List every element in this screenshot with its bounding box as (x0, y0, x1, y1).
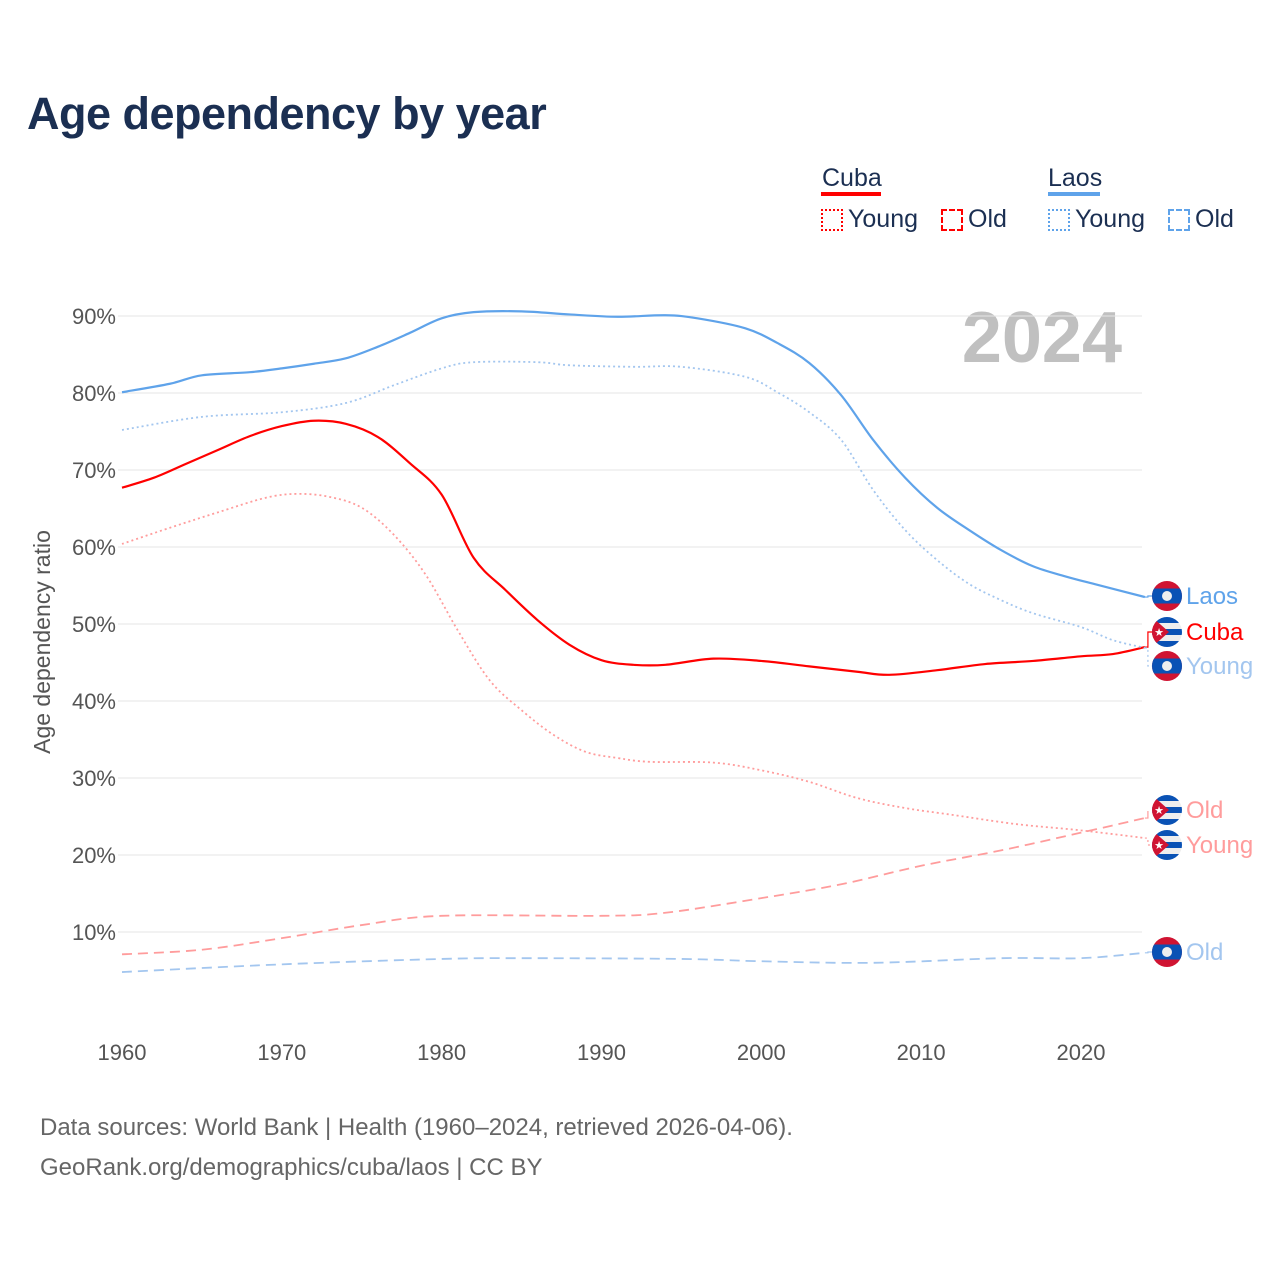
connector-laos-old (1144, 951, 1152, 954)
legend-cuba-old[interactable]: Old (941, 205, 1007, 234)
legend-label: Young (1075, 205, 1145, 233)
series-line-cuba-old (121, 817, 1146, 956)
legend-label: Old (968, 205, 1007, 233)
connector-cuba (1144, 631, 1152, 648)
y-tick-label: 90% (72, 304, 116, 329)
dotted-swatch-icon (1048, 208, 1070, 231)
source-line-2[interactable]: GeoRank.org/demographics/cuba/laos | CC … (40, 1154, 543, 1181)
x-tick-label: 2020 (1057, 1040, 1106, 1065)
x-tick-label: 1980 (417, 1040, 466, 1065)
connector-cuba-young (1144, 837, 1152, 846)
y-tick-label: 70% (72, 458, 116, 483)
laos-flag-icon (1152, 581, 1182, 611)
laos-flag-icon (1152, 651, 1182, 681)
source-line-1: Data sources: World Bank | Health (1960–… (40, 1114, 793, 1141)
y-tick-label: 60% (72, 535, 116, 560)
x-tick-label: 2010 (897, 1040, 946, 1065)
legend-cuba-swatch (821, 192, 881, 196)
end-label-laos-old: Old (1186, 939, 1223, 966)
legend-label: Young (848, 205, 918, 233)
legend-cuba-label: Cuba (822, 164, 882, 192)
series-line-laos-old (121, 951, 1145, 973)
laos-flag-icon (1152, 937, 1182, 967)
end-label-cuba-young: Young (1186, 832, 1253, 859)
legend-laos-old[interactable]: Old (1168, 205, 1234, 234)
dashed-swatch-icon (941, 208, 963, 231)
series-line-laos-young (121, 360, 1146, 649)
y-axis-label: Age dependency ratio (29, 530, 55, 754)
y-tick-label: 80% (72, 381, 116, 406)
series-line-laos (121, 310, 1146, 599)
connector-laos-young (1144, 647, 1152, 667)
end-label-cuba-old: Old (1186, 797, 1223, 824)
cuba-flag-icon (1152, 795, 1182, 825)
end-label-laos: Laos (1186, 583, 1238, 610)
chart-title: Age dependency by year (27, 88, 547, 139)
series-line-cuba (121, 419, 1146, 676)
year-watermark: 2024 (962, 298, 1122, 378)
end-label-laos-young: Young (1186, 653, 1253, 680)
dashed-swatch-icon (1168, 208, 1190, 231)
legend-label: Old (1195, 205, 1234, 233)
cuba-flag-icon (1152, 830, 1182, 860)
y-tick-label: 10% (72, 920, 116, 945)
x-tick-label: 1990 (577, 1040, 626, 1065)
dotted-swatch-icon (821, 208, 843, 231)
legend-laos-swatch (1048, 192, 1100, 196)
y-tick-label: 20% (72, 843, 116, 868)
x-tick-label: 1960 (98, 1040, 147, 1065)
cuba-flag-icon (1152, 617, 1182, 647)
legend-cuba-young[interactable]: Young (821, 205, 918, 234)
legend-laos-young[interactable]: Young (1048, 205, 1145, 234)
end-label-cuba: Cuba (1186, 619, 1244, 646)
y-tick-label: 50% (72, 612, 116, 637)
x-tick-label: 2000 (737, 1040, 786, 1065)
x-tick-label: 1970 (257, 1040, 306, 1065)
connector-cuba-old (1144, 809, 1152, 819)
y-tick-label: 30% (72, 766, 116, 791)
y-tick-label: 40% (72, 689, 116, 714)
source-note: Data sources: World Bank | Health (1960–… (40, 1108, 793, 1188)
connector-laos (1144, 595, 1152, 598)
legend-laos-label: Laos (1048, 164, 1103, 192)
